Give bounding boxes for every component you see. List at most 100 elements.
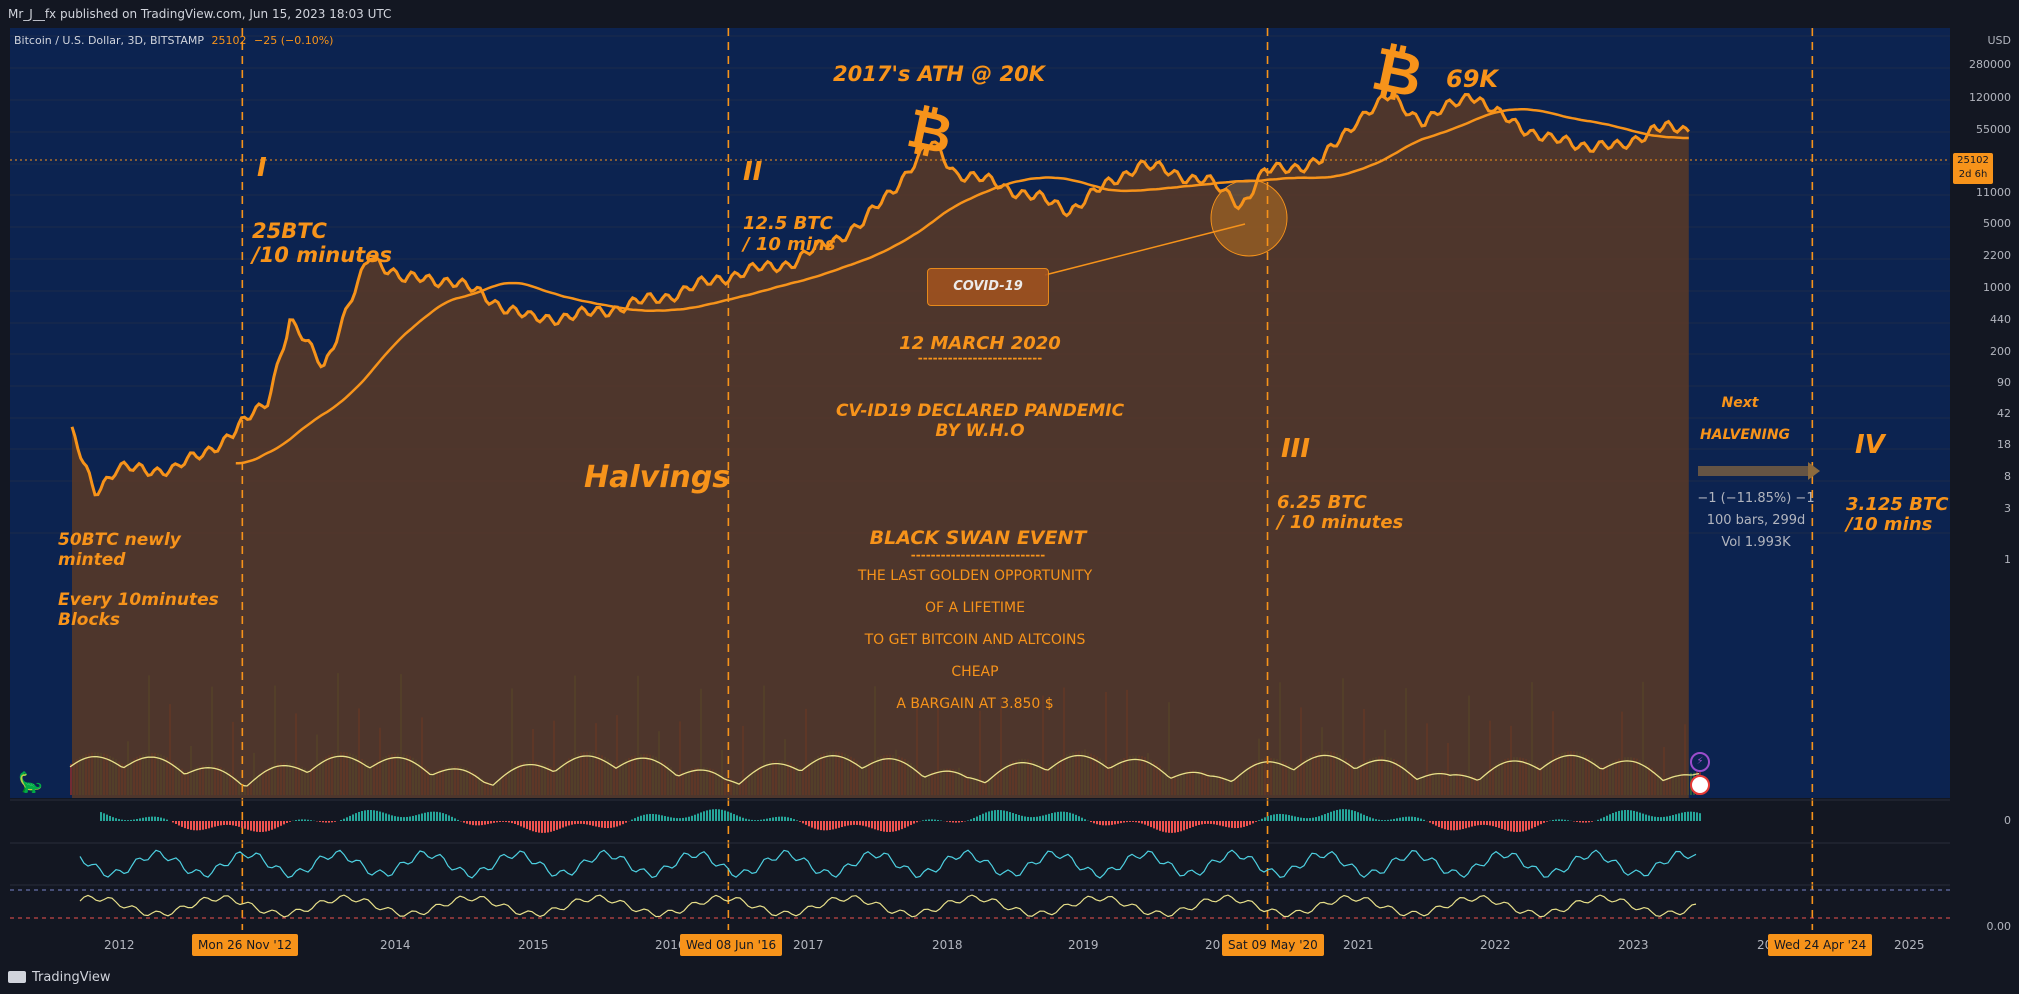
oscillator-bar [529, 821, 531, 831]
oscillator-bar [664, 816, 666, 821]
oscillator-bar [1699, 813, 1701, 821]
oscillator-bar [694, 814, 696, 821]
oscillator-bar [445, 814, 447, 821]
oscillator-bar [766, 818, 768, 821]
oscillator-bar [457, 819, 459, 821]
price-axis[interactable]: USD 280000 120000 55000 11000 5000 2200 … [1950, 28, 2019, 933]
oscillator-bar [586, 821, 588, 825]
oscillator-bar [1513, 821, 1515, 832]
oscillator-bar [679, 818, 681, 821]
oscillator-bar [979, 815, 981, 821]
oscillator-bar [532, 821, 534, 832]
oscillator-bar [661, 815, 663, 821]
oscillator-bar [631, 819, 633, 821]
oscillator-bar [1213, 821, 1215, 825]
oscillator-bar [991, 810, 993, 821]
oscillator-bar [505, 821, 507, 823]
oscillator-bar [913, 821, 915, 824]
oscillator-bar [406, 816, 408, 821]
oscillator-bar [1105, 821, 1107, 826]
oscillator-bar [1366, 816, 1368, 821]
oscillator-bar [160, 817, 162, 821]
oscillator-bar [934, 819, 936, 821]
oscillator-bar [1432, 821, 1434, 825]
oscillator-bar [328, 821, 330, 823]
oscillator-bar [268, 821, 270, 831]
last-price-tag-value: 25102 [1957, 155, 1989, 166]
oscillator-bar [832, 821, 834, 830]
oscillator-bar [556, 821, 558, 830]
oscillator-bar [1591, 821, 1593, 822]
oscillator-bar [1285, 814, 1287, 821]
oscillator-bar [367, 810, 369, 821]
time-axis-label: 2019 [1068, 938, 1099, 952]
pandemic-line1: CV-ID19 DECLARED PANDEMIC [835, 401, 1125, 421]
oscillator-bar [1603, 817, 1605, 821]
oscillator-bar [796, 820, 798, 821]
oscillator-bar [1252, 821, 1254, 824]
halving-date-tag: Mon 26 Nov '12 [192, 934, 299, 956]
oscillator-bar [1327, 812, 1329, 821]
oscillator-bar [184, 821, 186, 829]
oscillator-bar [1687, 811, 1689, 821]
oscillator-bar [1630, 810, 1632, 821]
oscillator-bar [121, 819, 123, 821]
covid-circle [1210, 179, 1288, 257]
oscillator-bar [1162, 821, 1164, 832]
oscillator-bar [1354, 811, 1356, 821]
oscillator-bar [1264, 817, 1266, 821]
oscillator-bar [1159, 821, 1161, 831]
oscillator-bar [1081, 817, 1083, 821]
oscillator-bar [601, 821, 603, 828]
oscillator-bar [1606, 815, 1608, 821]
next-halving-line2: HALVENING [1699, 427, 1791, 443]
oscillator-bar [1597, 819, 1599, 821]
oscillator-bar [112, 817, 114, 821]
oscillator-bar [1174, 821, 1176, 833]
oscillator-bar [1270, 815, 1272, 821]
oscillator-bar [415, 815, 417, 821]
oscillator-bar [1093, 821, 1095, 824]
moving-average-line [235, 107, 1689, 465]
price-axis-label: 280000 [1969, 58, 2011, 71]
time-axis-label: 2023 [1618, 938, 1649, 952]
oscillator-bar [1198, 821, 1200, 825]
oscillator-bar [142, 817, 144, 821]
oscillator-bar [1675, 814, 1677, 821]
oscillator-bar [1660, 817, 1662, 821]
oscillator-bar [1504, 821, 1506, 830]
dino-icon[interactable]: 🦕 [18, 770, 43, 794]
oscillator-bar [898, 821, 900, 831]
oscillator-bar [562, 821, 564, 828]
flag-icon[interactable] [1690, 775, 1710, 795]
measure-tool-readout: −1 (−11.85%) −1 100 bars, 299d Vol 1.993… [1696, 488, 1816, 554]
lightning-icon[interactable]: ⚡ [1690, 752, 1710, 772]
published-header: Mr_J__fx published on TradingView.com, J… [0, 0, 2019, 28]
oscillator-bar [1384, 820, 1386, 821]
oscillator-bar [382, 812, 384, 821]
oscillator-bar [205, 821, 207, 830]
oscillator-bar [235, 821, 237, 827]
oscillator-bar [265, 821, 267, 832]
oscillator-bar [1537, 821, 1539, 826]
golden-line5: A BARGAIN AT 3.850 $ [896, 696, 1054, 712]
oscillator-bar [1390, 819, 1392, 821]
oscillator-zero-label: 0 [2004, 814, 2011, 827]
oscillator-bar [1654, 816, 1656, 821]
oscillator-bar [997, 809, 999, 821]
genesis-line2: minted [58, 550, 126, 570]
oscillator-bar [1447, 821, 1449, 830]
oscillator-bar [751, 819, 753, 821]
price-area-fill [72, 94, 1689, 798]
halving-lines [241, 28, 1814, 930]
oscillator-bar [520, 821, 522, 827]
oscillator-bar [1480, 821, 1482, 825]
oscillator-bar [1441, 821, 1443, 829]
oscillator-bar [1522, 821, 1524, 832]
oscillator-bar [1060, 811, 1062, 821]
golden-line2: OF A LIFETIME [925, 600, 1025, 616]
oscillator-bar [217, 821, 219, 826]
oscillator-bar [1075, 814, 1077, 821]
oscillator-bar [481, 821, 483, 826]
